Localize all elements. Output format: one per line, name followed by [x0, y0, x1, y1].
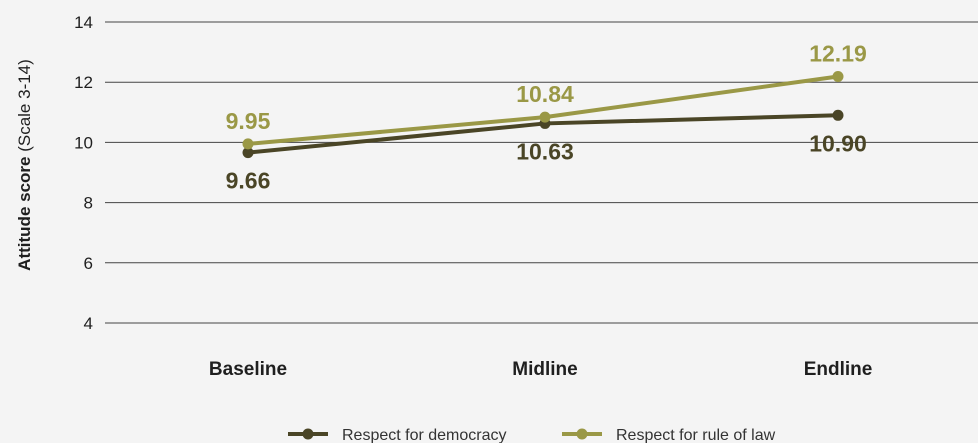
y-tick-label: 6	[84, 254, 93, 273]
y-tick-label: 12	[74, 73, 93, 92]
data-point	[242, 147, 254, 159]
y-tick-labels: 4 6 8 10 12 14	[74, 13, 93, 333]
legend-swatch-marker	[302, 428, 314, 440]
x-tick-labels: Baseline Midline Endline	[209, 359, 872, 380]
data-labels: 9.66 10.63 10.90 9.95 10.84 12.19	[226, 40, 867, 193]
data-point	[539, 111, 551, 123]
data-label: 10.90	[809, 130, 867, 156]
y-tick-label: 4	[84, 314, 93, 333]
data-label: 10.84	[516, 81, 574, 107]
data-label: 9.66	[226, 168, 271, 194]
y-tick-label: 8	[84, 194, 93, 213]
legend-label: Respect for democracy	[342, 427, 507, 443]
y-axis-title-rest: (Scale 3-14)	[15, 59, 34, 152]
y-tick-label: 14	[74, 13, 93, 32]
data-label: 10.63	[516, 138, 574, 164]
data-point	[242, 138, 254, 150]
data-point	[832, 70, 844, 82]
legend: Respect for democracy Respect for rule of…	[288, 427, 776, 443]
legend-label: Respect for rule of law	[616, 427, 776, 443]
data-label: 12.19	[809, 40, 867, 66]
x-tick-label: Baseline	[209, 359, 287, 380]
y-axis-title: Attitude score (Scale 3-14)	[15, 59, 34, 271]
y-tick-label: 10	[74, 133, 93, 152]
data-label: 9.95	[226, 108, 271, 134]
data-point	[832, 109, 844, 121]
y-axis-title-bold: Attitude score	[15, 157, 34, 271]
series-points	[242, 70, 844, 159]
x-tick-label: Midline	[512, 359, 577, 380]
x-tick-label: Endline	[804, 359, 873, 380]
legend-swatch-marker	[576, 428, 588, 440]
